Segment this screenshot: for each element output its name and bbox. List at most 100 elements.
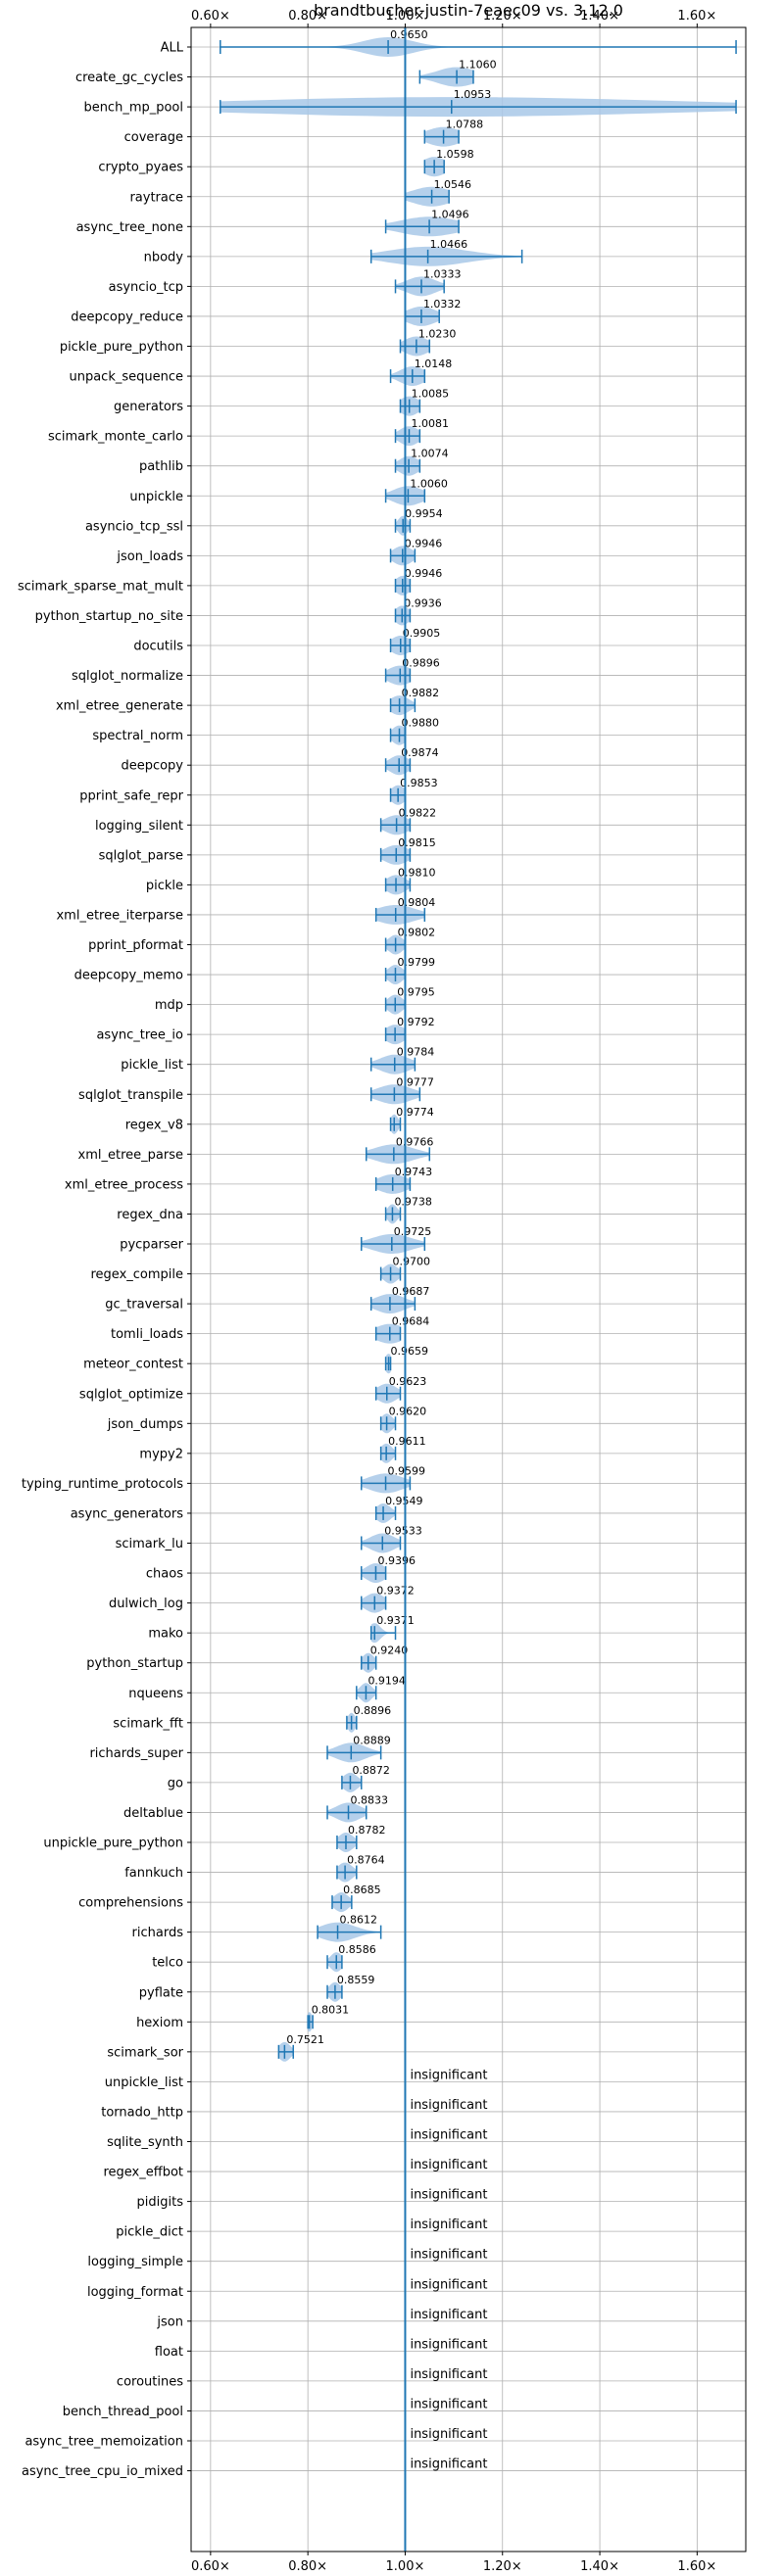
value-label: 1.0081 <box>411 417 449 430</box>
y-tick-label: comprehensions <box>78 1896 183 1911</box>
y-tick-label: pickle_list <box>121 1058 183 1073</box>
y-tick-label: float <box>155 2345 183 2360</box>
y-tick-label: logging_simple <box>87 2255 183 2269</box>
value-label: 0.9815 <box>398 836 436 849</box>
value-label: 0.9599 <box>388 1464 426 1477</box>
y-tick-label: pickle <box>146 879 183 893</box>
value-label: 0.9795 <box>397 986 435 999</box>
value-label: 1.0598 <box>436 148 474 161</box>
y-tick-label: pathlib <box>139 459 183 474</box>
insignificant-label: insignificant <box>410 2248 487 2263</box>
x-tick-label-top: 1.00× <box>386 9 425 24</box>
value-label: 0.9766 <box>396 1135 434 1148</box>
insignificant-label: insignificant <box>410 2457 487 2472</box>
value-label: 0.9396 <box>377 1554 416 1567</box>
y-tick-label: spectral_norm <box>92 729 183 743</box>
value-label: 0.9194 <box>368 1674 406 1687</box>
y-tick-label: nqueens <box>128 1687 183 1701</box>
value-label: 0.8612 <box>340 1914 378 1927</box>
value-label: 0.9611 <box>388 1435 426 1448</box>
y-tick-label: json_dumps <box>107 1417 183 1432</box>
x-tick-label-top: 1.40× <box>580 9 619 24</box>
y-tick-label: xml_etree_process <box>65 1177 183 1192</box>
y-tick-label: richards_super <box>89 1746 183 1761</box>
insignificant-label: insignificant <box>410 2367 487 2382</box>
y-tick-label: sqlglot_optimize <box>79 1387 183 1402</box>
y-tick-label: raytrace <box>129 190 183 205</box>
value-label: 1.0085 <box>412 388 450 401</box>
value-label: 0.9799 <box>397 956 435 969</box>
value-label: 0.8031 <box>312 2003 350 2016</box>
y-tick-label: scimark_fft <box>113 1716 183 1731</box>
y-tick-label: async_tree_cpu_io_mixed <box>22 2464 183 2479</box>
value-label: 0.9954 <box>405 507 443 520</box>
y-tick-label: regex_effbot <box>103 2166 183 2180</box>
y-tick-label: async_tree_none <box>76 220 183 235</box>
y-tick-label: async_tree_memoization <box>24 2435 183 2450</box>
y-tick-label: fannkuch <box>124 1866 183 1881</box>
value-label: 0.9853 <box>400 777 438 789</box>
y-tick-label: scimark_monte_carlo <box>48 430 183 445</box>
x-tick-label-top: 1.60× <box>677 9 716 24</box>
value-label: 1.0466 <box>430 238 468 251</box>
value-label: 0.9792 <box>397 1016 435 1028</box>
value-label: 0.9896 <box>402 657 440 670</box>
y-tick-label: pickle_dict <box>116 2225 183 2240</box>
value-label: 0.9810 <box>398 866 436 879</box>
y-tick-label: tomli_loads <box>111 1327 183 1342</box>
x-tick-label-top: 0.60× <box>191 9 230 24</box>
y-tick-label: docutils <box>133 640 183 654</box>
value-label: 0.9533 <box>384 1525 422 1538</box>
value-label: 1.0546 <box>434 178 472 191</box>
value-label: 0.8685 <box>343 1884 381 1896</box>
y-tick-label: mdp <box>155 998 183 1013</box>
value-label: 1.0496 <box>431 208 469 220</box>
value-label: 0.9549 <box>385 1495 423 1507</box>
y-tick-label: nbody <box>144 250 184 264</box>
y-tick-label: unpickle_pure_python <box>43 1837 183 1851</box>
y-tick-label: unpack_sequence <box>69 370 183 385</box>
y-tick-label: async_tree_io <box>96 1028 183 1043</box>
value-label: 0.9946 <box>405 537 443 549</box>
y-tick-label: pprint_safe_repr <box>79 788 183 803</box>
y-tick-label: gc_traversal <box>105 1298 183 1312</box>
value-label: 0.8889 <box>353 1734 391 1746</box>
y-tick-label: pickle_pure_python <box>60 340 183 355</box>
insignificant-label: insignificant <box>410 2158 487 2172</box>
insignificant-label: insignificant <box>410 2128 487 2143</box>
insignificant-label: insignificant <box>410 2337 487 2352</box>
y-tick-label: create_gc_cycles <box>75 71 183 85</box>
value-label: 0.9905 <box>403 627 441 640</box>
value-label: 0.9946 <box>405 567 443 580</box>
axis-layer: 0.60× 0.60× 0.80× 0.80× 1.00× 1.00× 1.20× 1.20×… <box>18 9 716 2574</box>
value-label: 1.0230 <box>418 328 457 341</box>
y-tick-label: scimark_sor <box>107 2045 183 2060</box>
value-label: 0.9743 <box>395 1166 433 1178</box>
y-tick-label: typing_runtime_protocols <box>22 1477 183 1492</box>
y-tick-label: sqlglot_transpile <box>78 1088 183 1103</box>
value-label: 0.9738 <box>394 1195 432 1208</box>
value-label: 0.8559 <box>337 1974 375 1986</box>
y-tick-label: logging_silent <box>95 819 183 834</box>
x-tick-label-bottom: 1.60× <box>677 2559 716 2574</box>
y-tick-label: xml_etree_parse <box>78 1148 183 1163</box>
y-tick-label: sqlite_synth <box>107 2135 183 2150</box>
value-label: 0.8833 <box>351 1793 389 1806</box>
y-tick-label: xml_etree_iterparse <box>56 908 183 923</box>
y-tick-label: meteor_contest <box>83 1358 183 1372</box>
value-label: 0.9623 <box>389 1375 427 1388</box>
y-tick-label: async_generators <box>71 1506 184 1521</box>
value-label: 0.8896 <box>354 1704 392 1717</box>
value-label: 0.9882 <box>402 687 440 699</box>
value-label: 0.9687 <box>392 1285 430 1298</box>
y-tick-label: bench_mp_pool <box>83 101 183 116</box>
marks-layer: 0.9650 1.1060 1.0953 1.0788 1.0598 1.0546 1.04… <box>220 27 737 2552</box>
y-tick-label: go <box>168 1776 183 1790</box>
x-tick-label-bottom: 1.20× <box>483 2559 522 2574</box>
value-label: 0.9725 <box>394 1225 432 1238</box>
value-label: 1.0333 <box>423 267 462 280</box>
insignificant-label: insignificant <box>410 2427 487 2442</box>
value-label: 0.9774 <box>396 1106 434 1119</box>
